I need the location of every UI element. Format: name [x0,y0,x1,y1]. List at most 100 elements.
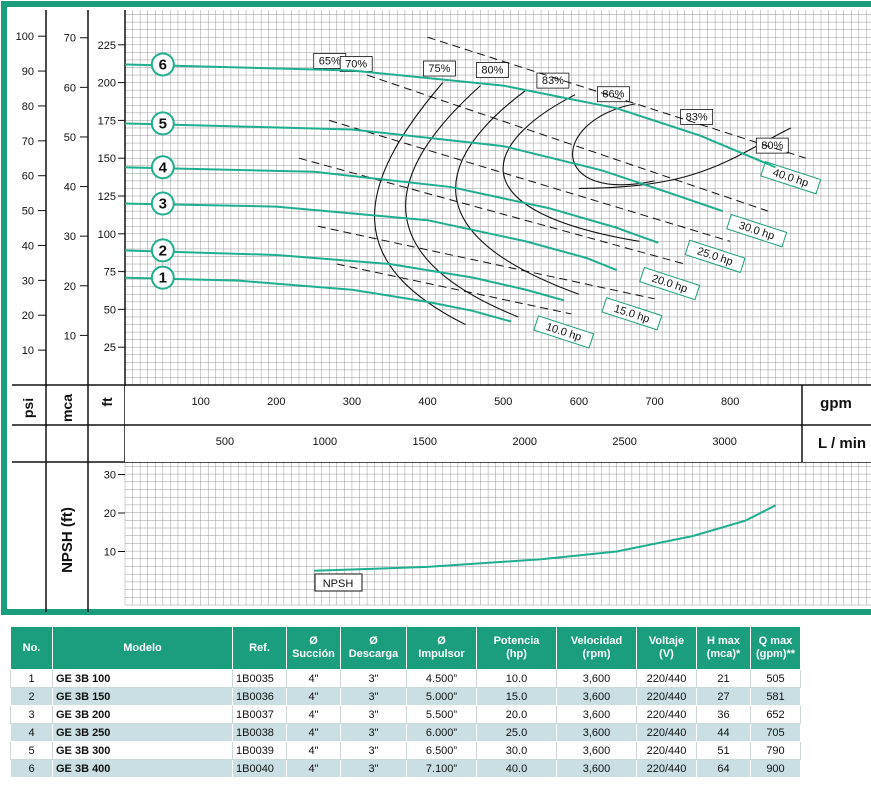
efficiency-curve [572,103,655,186]
efficiency-label-box [423,60,456,77]
table-cell: 4" [286,741,341,760]
mca-tick-label: 50 [64,132,76,144]
ft-tick-label: 150 [98,153,116,165]
efficiency-curves: 65% 70% 75% 80%83%86%83%80% [313,53,791,326]
table-header-cell: Potencia (hp) [476,626,557,670]
head-curve-1 [124,276,512,323]
table-header-cell: Ø Impulsor [406,626,477,670]
table-header-cell: Voltaje (V) [636,626,697,670]
head-curves [124,63,776,323]
efficiency-label: 65% [319,55,341,67]
ft-tick-label: 200 [98,78,116,90]
table-cell: 5.500” [406,705,477,724]
npsh-curve-label: NPSH [323,578,354,590]
table-header-cell: Ø Succión [286,626,341,670]
npsh-panel: 10 20 30 NPSH (ft) NPSH [59,470,777,592]
table-row: 1 GE 3B 100 1B0035 4" 3" 4.500” 10.0 3,600 220/4… [10,669,801,688]
psi-tick-label: 50 [22,206,34,218]
table-cell: 505 [750,669,801,688]
mca-tick-label: 20 [64,281,76,293]
power-line [366,74,769,212]
npsh-tick-label: 10 [104,547,116,559]
table-cell: 3,600 [556,687,637,706]
curve-number-4: 4 [159,159,168,176]
table-cell: 5.000” [406,687,477,706]
power-line [336,263,572,315]
efficiency-label-box [536,72,570,89]
power-label-group: 30.0 hp [726,213,788,248]
power-label-box [684,239,746,274]
psi-tick-label: 90 [22,66,34,78]
table-cell: 3" [340,705,407,724]
ft-tick-label: 225 [98,40,116,52]
table-cell: 3" [340,741,407,760]
table-cell: 3 [10,705,53,724]
table-cell: 4" [286,705,341,724]
table-cell: 220/440 [636,759,697,778]
table-cell: 220/440 [636,705,697,724]
efficiency-label: 83% [686,111,708,123]
table-header-row: No. Modelo Ref. Ø Succión Ø Descarga Ø Impulsor P… [10,626,801,670]
curve-marker-6 [150,52,175,77]
curve-labels: 1 2 3 4 5 6 [150,52,175,290]
table-header-cell: Velocidad (rpm) [556,626,637,670]
head-curve-2 [124,249,565,302]
npsh-axis-label: NPSH (ft) [59,507,76,573]
table-row: 6 GE 3B 400 1B0040 4" 3" 7.100” 40.0 3,600 220/4… [10,759,801,778]
power-line [329,119,731,242]
ft-tick-label: 25 [104,342,116,354]
lpm-tick-label: 500 [216,436,234,448]
table-cell: 10.0 [476,669,557,688]
npsh-tick-label: 20 [104,508,116,520]
gpm-tick-label: 300 [343,396,361,408]
table-cell: 3,600 [556,741,637,760]
ft-axis-label: ft [99,397,115,407]
psi-tick-label: 80 [22,101,34,113]
table-cell: 51 [696,741,751,760]
curve-number-5: 5 [159,115,167,132]
curve-number-3: 3 [159,196,167,213]
table-header-cell: Q max (gpm)** [750,626,801,670]
table-cell: 1B0038 [232,723,287,742]
mca-tick-label: 70 [64,33,76,45]
ft-tick-label: 50 [104,304,116,316]
table-cell: 20.0 [476,705,557,724]
efficiency-label: 83% [542,75,564,87]
gpm-tick-label: 700 [645,396,663,408]
power-line [317,225,655,300]
table-cell: 4" [286,669,341,688]
curve-number-1: 1 [159,270,167,287]
table-cell: GE 3B 400 [52,759,233,778]
table-cell: 3" [340,759,407,778]
table-cell: 1B0039 [232,741,287,760]
table-cell: 5 [10,741,53,760]
table-cell: 6.000” [406,723,477,742]
ft-tick-label: 175 [98,115,116,127]
mca-axis-label: mca [59,394,75,422]
table-cell: 44 [696,723,751,742]
curve-number-6: 6 [159,56,167,73]
table-cell: 1 [10,669,53,688]
table-cell: 3,600 [556,723,637,742]
lpm-tick-label: 3000 [712,436,736,448]
power-label-box [533,315,595,349]
table-cell: 3,600 [556,705,637,724]
curve-marker-2 [150,238,175,263]
power-label-box [639,266,701,301]
table-header-cell: Modelo [52,626,233,670]
gpm-tick-label: 200 [267,396,285,408]
table-cell: 6 [10,759,53,778]
head-curve-3 [124,202,618,272]
psi-tick-label: 20 [22,310,34,322]
gpm-tick-label: 500 [494,396,512,408]
lpm-unit-label: L / min [818,435,866,452]
table-cell: 3" [340,669,407,688]
table-cell: 581 [750,687,801,706]
npsh-curve [314,504,777,572]
table-cell: 1B0035 [232,669,287,688]
gpm-tick-label: 600 [570,396,588,408]
head-curve-5 [124,122,723,213]
table-cell: GE 3B 150 [52,687,233,706]
table-cell: 7.100” [406,759,477,778]
mca-tick-label: 60 [64,82,76,94]
